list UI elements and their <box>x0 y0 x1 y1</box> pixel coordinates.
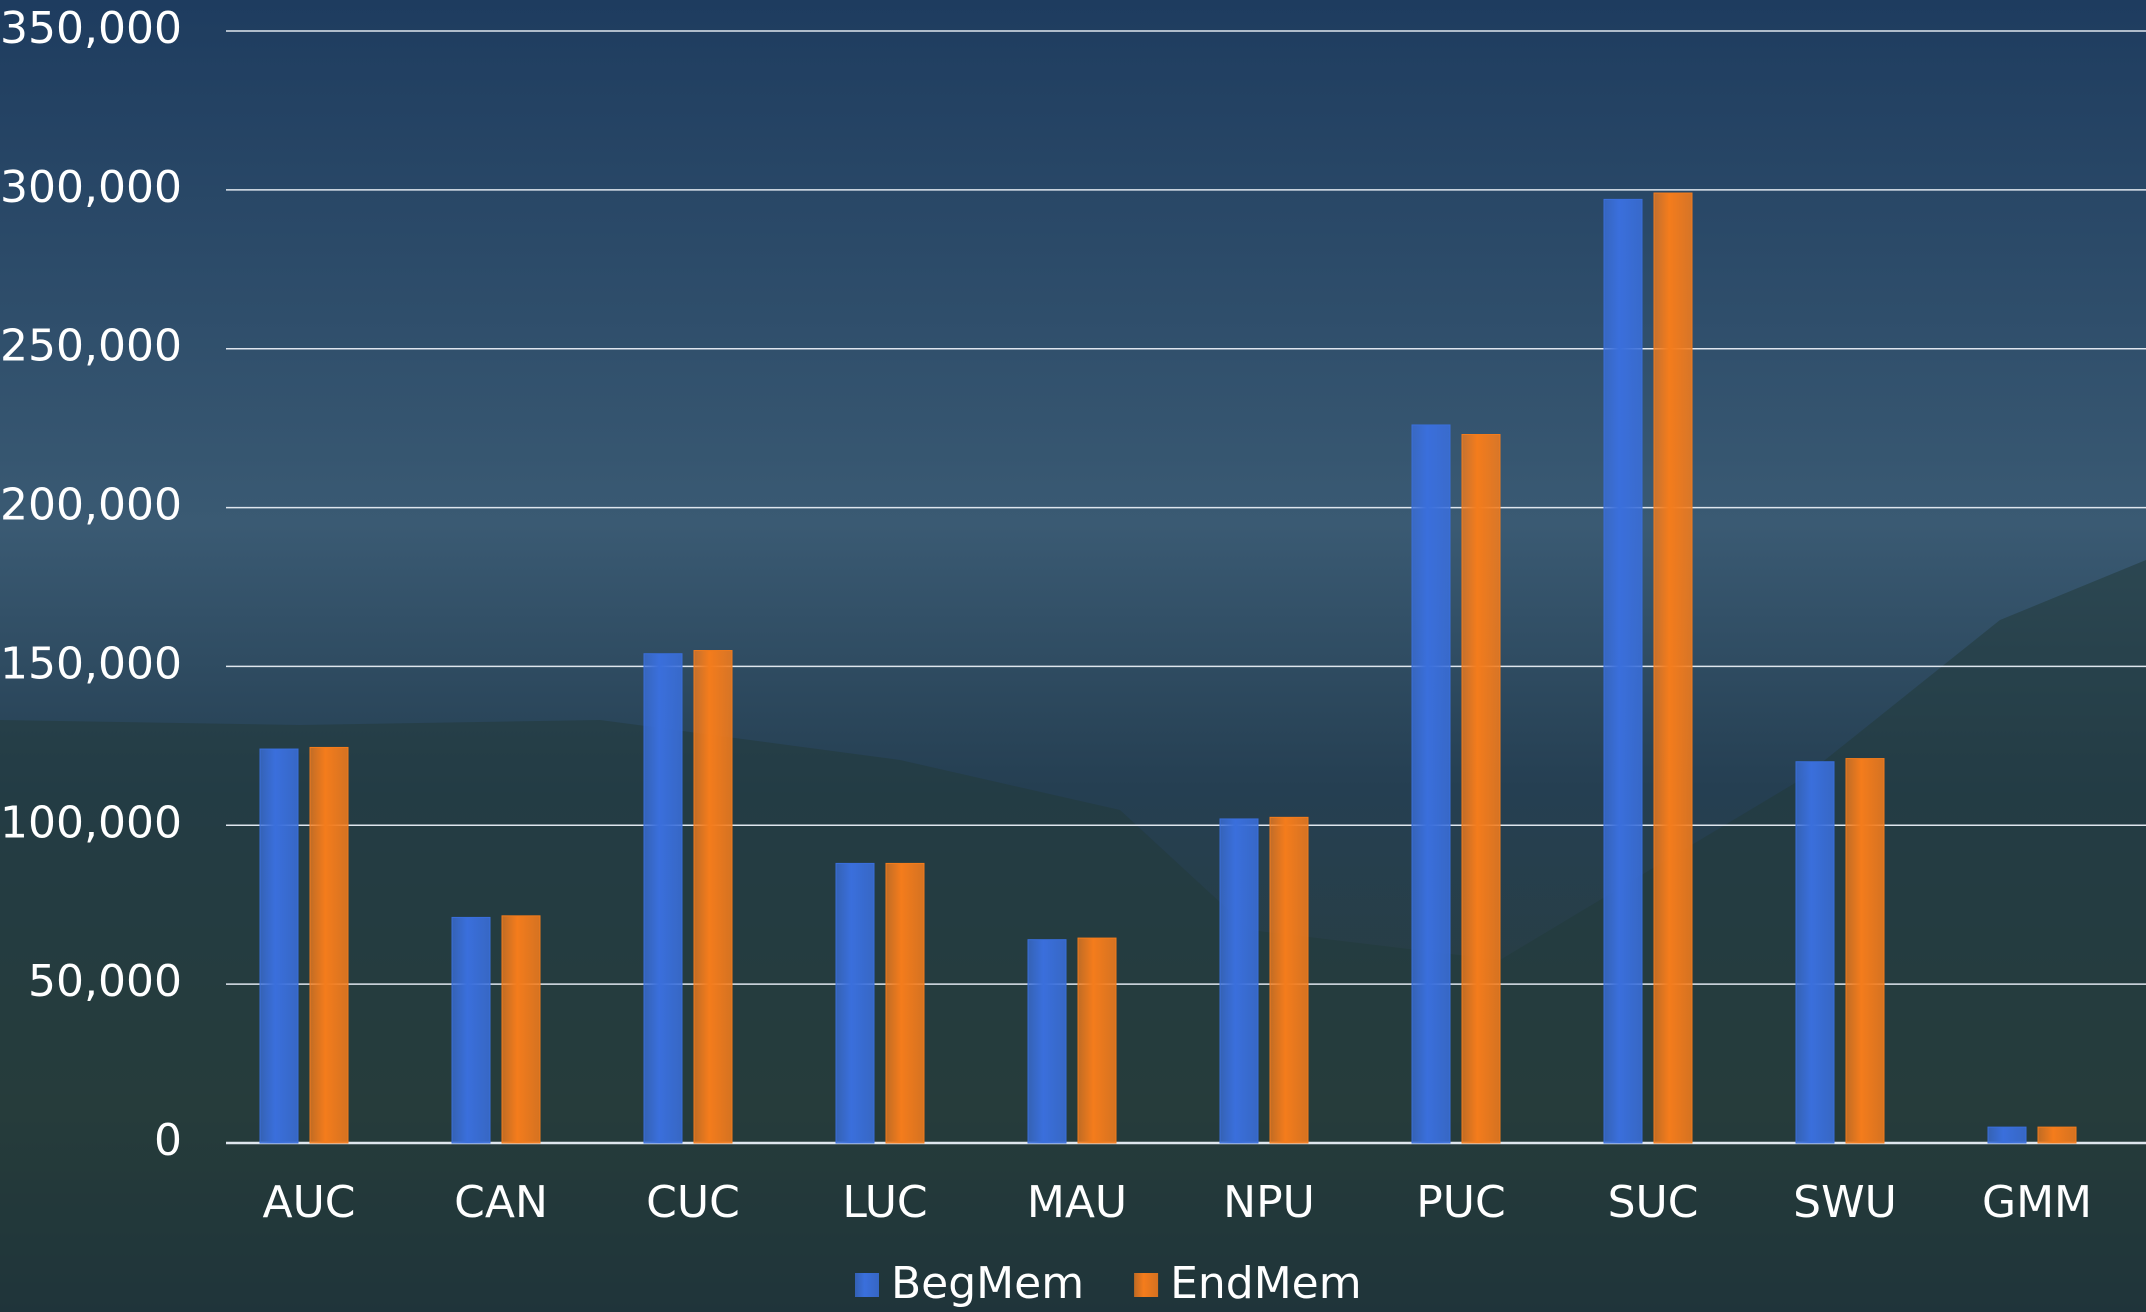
y-tick-label: 250,000 <box>0 321 182 372</box>
bar <box>310 747 348 1143</box>
bar <box>1078 938 1116 1143</box>
x-tick-label: NPU <box>1223 1177 1315 1228</box>
bar <box>1654 193 1692 1143</box>
legend-swatch <box>855 1273 879 1297</box>
bar <box>1846 759 1884 1143</box>
x-tick-label: MAU <box>1027 1177 1127 1228</box>
x-tick-label: PUC <box>1416 1177 1505 1228</box>
legend-swatch <box>1134 1273 1158 1297</box>
bar <box>694 651 732 1143</box>
x-tick-label: CUC <box>646 1177 740 1228</box>
y-tick-label: 0 <box>154 1115 182 1166</box>
bar <box>1988 1127 2026 1143</box>
y-tick-label: 350,000 <box>0 3 182 54</box>
bar <box>886 863 924 1143</box>
bar <box>502 916 540 1143</box>
legend-label: EndMem <box>1170 1258 1362 1309</box>
bar <box>1462 434 1500 1143</box>
bar <box>836 863 874 1143</box>
bar <box>1412 425 1450 1143</box>
x-tick-label: SWU <box>1793 1177 1897 1228</box>
x-tick-label: SUC <box>1608 1177 1699 1228</box>
y-tick-label: 200,000 <box>0 480 182 531</box>
bar <box>260 749 298 1143</box>
x-tick-label: GMM <box>1982 1177 2092 1228</box>
bar <box>1270 817 1308 1143</box>
page: 0 50,000 100,000 150,000 200,000 250,000 300,0… <box>0 0 2146 1312</box>
x-tick-label: CAN <box>454 1177 548 1228</box>
legend-label: BegMem <box>891 1258 1084 1309</box>
x-tick-label: AUC <box>262 1177 355 1228</box>
y-tick-label: 100,000 <box>0 797 182 848</box>
y-tick-label: 300,000 <box>0 162 182 213</box>
y-tick-label: 50,000 <box>28 956 182 1007</box>
bar <box>1604 199 1642 1143</box>
chart: 0 50,000 100,000 150,000 200,000 250,000 300,0… <box>0 0 2146 1312</box>
x-tick-label: LUC <box>842 1177 927 1228</box>
bar <box>644 654 682 1143</box>
bar <box>1220 819 1258 1143</box>
y-tick-label: 150,000 <box>0 638 182 689</box>
bar <box>2038 1127 2076 1143</box>
bar <box>1028 940 1066 1143</box>
bar <box>452 917 490 1143</box>
bar <box>1796 762 1834 1143</box>
